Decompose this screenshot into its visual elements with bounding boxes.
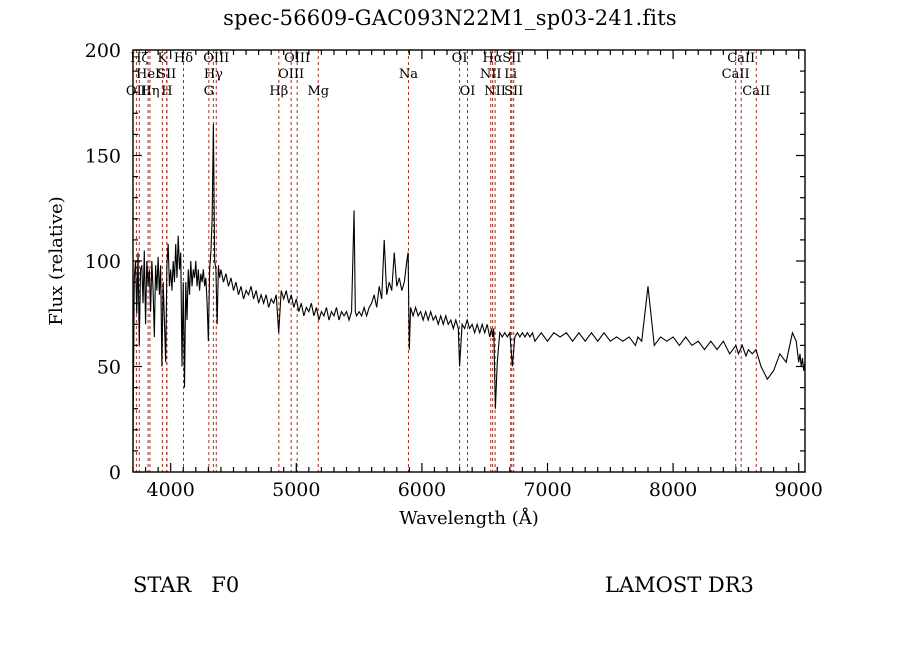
spectral-line-label: Na: [399, 67, 418, 82]
spectral-line-label: SII: [157, 67, 176, 82]
x-tick-label: 7000: [523, 479, 571, 501]
spectral-line-label: Hη: [140, 84, 159, 99]
y-tick-label: 50: [97, 357, 121, 379]
spectral-line-markers: [135, 50, 757, 472]
spectral-line-label: Li: [504, 67, 517, 82]
x-tick-label: 9000: [775, 479, 823, 501]
x-tick-label: 5000: [272, 479, 320, 501]
spectral-line-label: Hζ: [130, 51, 148, 66]
spectrum-trace: [132, 123, 806, 447]
spectral-line-label: H: [161, 84, 172, 99]
spectral-line-label: OIII: [203, 51, 229, 66]
plot-border: [132, 49, 806, 473]
spectral-line-label: CaII: [742, 84, 770, 99]
x-tick-label: 4000: [147, 479, 195, 501]
spectral-line-label: SII: [502, 51, 521, 66]
observation-date: Obs−Date: 20131112: [605, 642, 791, 649]
survey-name: LAMOST DR3: [605, 573, 754, 597]
x-axis-title: Wavelength (Å): [399, 507, 539, 529]
redshift-velocity: cz = 29.7 ± −2997624832.0 km/s: [133, 642, 431, 649]
spectral-line-label: Hδ: [174, 51, 193, 66]
spectral-line-label: OIII: [278, 67, 304, 82]
spectral-line-label: Hα: [483, 51, 503, 66]
spectral-line-label: OIII: [284, 51, 310, 66]
footer-info: STAR F0 cz = 29.7 ± −2997624832.0 km/s R…: [0, 528, 900, 649]
y-tick-label: 100: [85, 251, 121, 273]
y-tick-label: 200: [85, 40, 121, 62]
spectral-line-label: G: [204, 84, 214, 99]
spectral-line-label: CaII: [727, 51, 755, 66]
axis-tick-labels: 4000 5000 6000 7000 8000 9000 0 50 100 150 200: [85, 40, 823, 501]
spectral-line-label: SII: [504, 84, 523, 99]
y-axis-title: Flux (relative): [46, 196, 67, 325]
spectral-line-label: Hγ: [204, 67, 223, 82]
page-title: spec-56609-GAC093N22M1_sp03-241.fits: [223, 6, 677, 30]
footer-left-column: STAR F0 cz = 29.7 ± −2997624832.0 km/s R…: [133, 528, 431, 649]
spectral-line-label: CaII: [722, 67, 750, 82]
footer-right-column: LAMOST DR3 Obs−Date: 20131112: [605, 528, 791, 649]
spectral-line-label: OI: [460, 84, 476, 99]
spectral-line-label: HeI: [136, 67, 160, 82]
spectral-line-label: OI: [452, 51, 468, 66]
x-tick-label: 6000: [398, 479, 446, 501]
y-tick-label: 150: [85, 146, 121, 168]
spectral-line-label: NII: [484, 84, 506, 99]
y-tick-label: 0: [109, 462, 121, 484]
spectral-line-label: NII: [480, 67, 502, 82]
spectral-line-label: OII: [126, 84, 147, 99]
spectral-line-label: Mg: [307, 84, 329, 99]
x-tick-label: 8000: [649, 479, 697, 501]
axis-frame: [132, 49, 806, 473]
spectral-line-label: K: [158, 51, 168, 66]
spectral-line-label: Hβ: [269, 84, 288, 99]
object-type: STAR F0: [133, 573, 240, 597]
